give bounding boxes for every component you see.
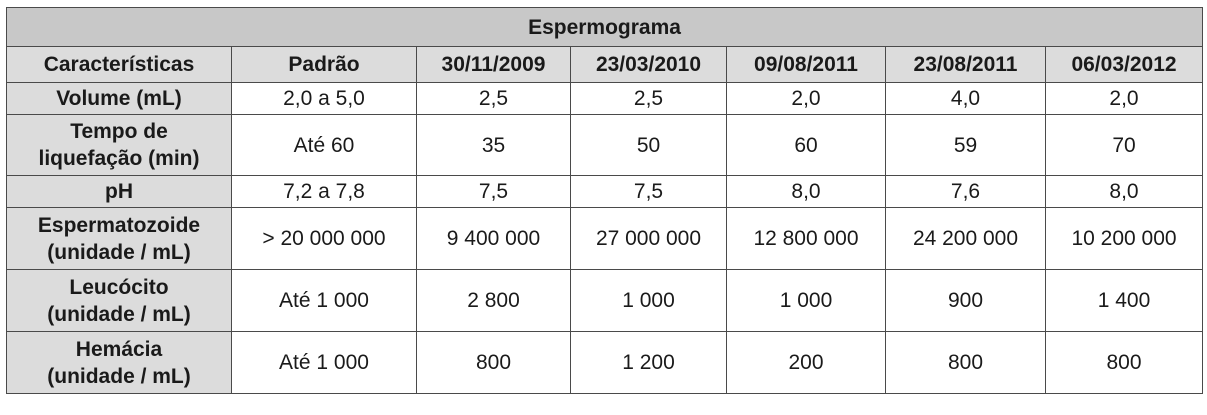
table-cell: 24 200 000 [885, 207, 1046, 270]
table-cell: 800 [416, 331, 571, 394]
table-cell: 1 000 [570, 269, 727, 332]
table-row: Leucócito (unidade / mL) Até 1 000 2 800 … [6, 269, 1204, 332]
table-cell: 12 800 000 [726, 207, 886, 270]
row-label-line: Hemácia [75, 337, 163, 361]
table-cell: Até 1 000 [231, 269, 417, 332]
table-cell: 1 200 [570, 331, 727, 394]
table-row: Volume (mL) 2,0 a 5,0 2,5 2,5 2,0 4,0 2,… [6, 82, 1204, 115]
table-cell: 900 [885, 269, 1046, 332]
table-cell: 59 [885, 114, 1046, 176]
table-cell: > 20 000 000 [231, 207, 417, 270]
table-cell: Até 60 [231, 114, 417, 176]
table-cell: 2,0 [726, 82, 886, 115]
table-cell: 50 [570, 114, 727, 176]
row-label-line: Leucócito [69, 275, 169, 299]
table-row: pH 7,2 a 7,8 7,5 7,5 8,0 7,6 8,0 [6, 175, 1204, 208]
column-header-date: 23/03/2010 [570, 46, 727, 83]
row-label: Espermatozoide (unidade / mL) [6, 207, 232, 270]
column-header-date: 23/08/2011 [885, 46, 1046, 83]
table-title-row: Espermograma [5, 7, 1204, 47]
table-cell: 2,5 [570, 82, 727, 115]
table-row: Tempo de liquefação (min) Até 60 35 50 60… [6, 114, 1204, 176]
table-cell: 2,0 a 5,0 [231, 82, 417, 115]
table-cell: 35 [416, 114, 571, 176]
column-header-caracteristicas: Características [6, 46, 232, 83]
row-label: Volume (mL) [6, 82, 232, 115]
table-cell: 1 000 [726, 269, 886, 332]
table-header-row: Características Padrão 30/11/2009 23/03/… [6, 46, 1204, 83]
table-title: Espermograma [5, 7, 1204, 47]
column-header-date: 30/11/2009 [416, 46, 571, 83]
row-label-line: liquefação (min) [38, 147, 200, 170]
row-label-line: Espermatozoide [37, 213, 201, 237]
column-header-padrao: Padrão [231, 46, 417, 83]
table-cell: 27 000 000 [570, 207, 727, 270]
table-cell: 200 [726, 331, 886, 394]
row-label-line: (unidade / mL) [47, 240, 191, 264]
table-cell: 70 [1044, 114, 1204, 176]
row-label: Leucócito (unidade / mL) [6, 269, 232, 332]
row-label-line: Tempo de [70, 120, 168, 143]
row-label-line: (unidade / mL) [47, 364, 191, 388]
table-cell: 8,0 [1044, 175, 1204, 208]
table-cell: 7,6 [885, 175, 1046, 208]
row-label-line: pH [105, 180, 133, 203]
table-row: Espermatozoide (unidade / mL) > 20 000 00… [6, 207, 1204, 270]
table-cell: 7,5 [570, 175, 727, 208]
table-cell: 60 [726, 114, 886, 176]
column-header-date: 09/08/2011 [726, 46, 886, 83]
table-cell: 4,0 [885, 82, 1046, 115]
table-cell: 10 200 000 [1044, 207, 1204, 270]
table-cell: 800 [885, 331, 1046, 394]
table-cell: 2 800 [416, 269, 571, 332]
row-label-line: Volume (mL) [56, 87, 182, 110]
row-label: Hemácia (unidade / mL) [6, 331, 232, 394]
table-cell: 7,2 a 7,8 [231, 175, 417, 208]
row-label: Tempo de liquefação (min) [6, 114, 232, 176]
table-cell: 2,0 [1044, 82, 1204, 115]
table-cell: 8,0 [726, 175, 886, 208]
table-cell: 9 400 000 [416, 207, 571, 270]
espermograma-table: Espermograma Características Padrão 30/1… [5, 7, 1204, 394]
row-label: pH [6, 175, 232, 208]
table-cell: Até 1 000 [231, 331, 417, 394]
table-cell: 2,5 [416, 82, 571, 115]
table-cell: 1 400 [1044, 269, 1204, 332]
column-header-date: 06/03/2012 [1044, 46, 1204, 83]
row-label-line: (unidade / mL) [47, 302, 191, 326]
table-cell: 800 [1044, 331, 1204, 394]
table-row: Hemácia (unidade / mL) Até 1 000 800 1 20… [6, 331, 1204, 394]
table-cell: 7,5 [416, 175, 571, 208]
